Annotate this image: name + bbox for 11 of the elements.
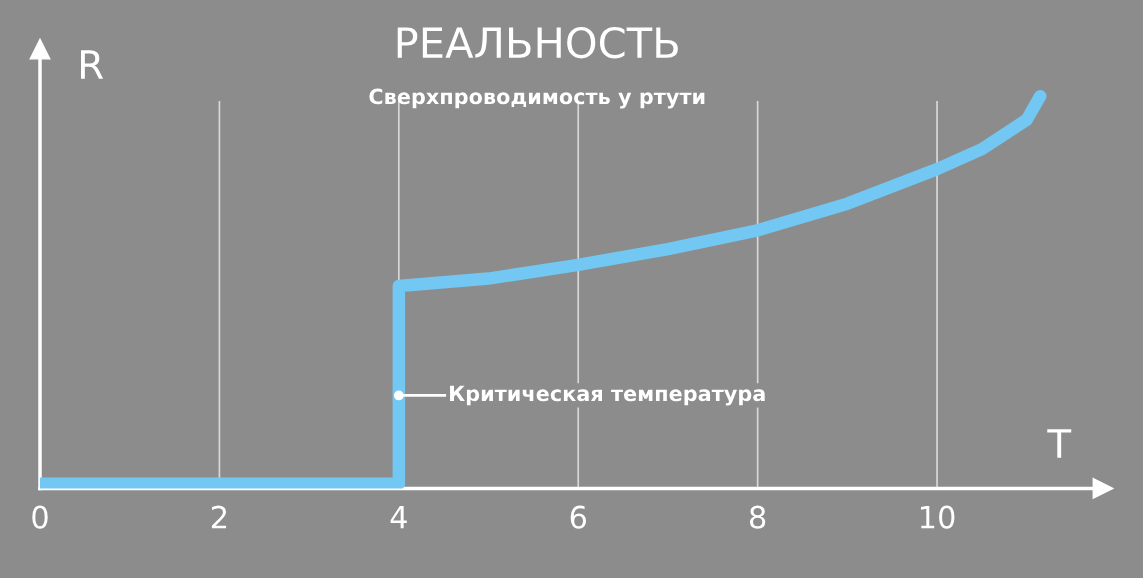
x-tick-label: 0 [32,505,48,529]
annotation: Критическая температура [450,385,765,406]
x-tick-label: 10 [920,505,955,529]
y-axis-title: R [81,50,104,79]
x-tick-label: 4 [390,506,407,529]
chart-title: РЕАЛЬНОСТЬ [397,26,678,59]
chart-subtitle: Сверхпроводимость у ртути [369,88,705,109]
x-tick-label: 2 [211,505,227,529]
x-axis-title: T [1047,429,1072,458]
x-tick-label: 8 [749,505,766,529]
x-tick-label: 6 [570,505,587,529]
